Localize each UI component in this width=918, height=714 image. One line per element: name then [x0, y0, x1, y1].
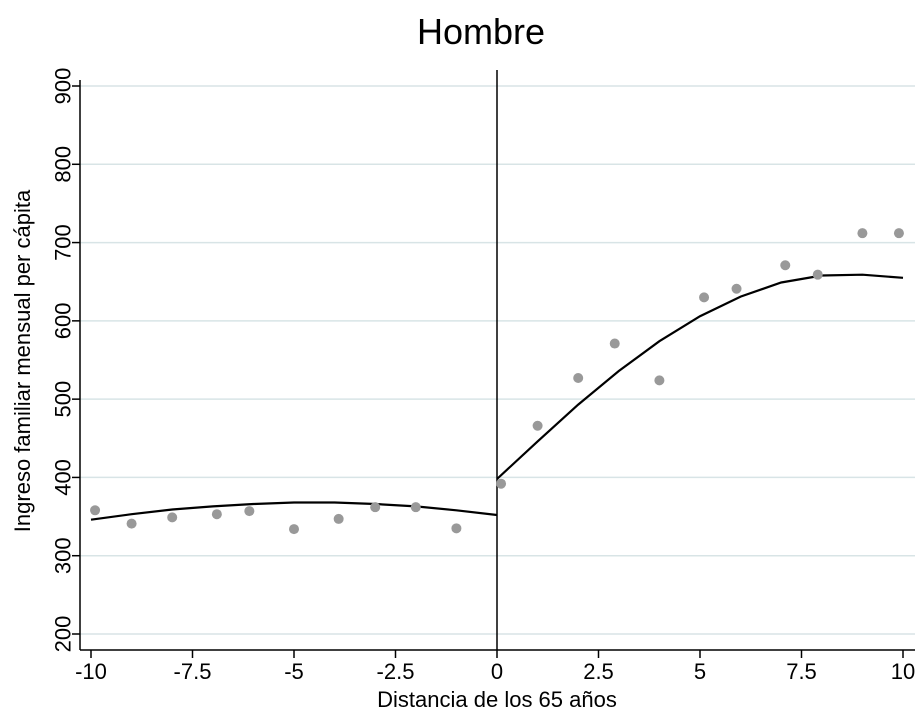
data-point	[451, 523, 462, 534]
x-tick-label: 0	[491, 659, 503, 684]
x-tick-label: 2.5	[583, 659, 614, 684]
data-point	[699, 292, 710, 303]
data-point	[496, 478, 507, 489]
data-point	[812, 269, 823, 280]
data-point	[609, 338, 620, 349]
chart-title: Hombre	[417, 11, 545, 52]
data-point	[90, 505, 101, 516]
y-tick-label: 800	[51, 146, 76, 183]
tick-marks: 200 300 400 500 600 700 800 900 -10 -7.5 -5 -2.5 0 2.…	[51, 68, 916, 684]
y-axis-label: Ingreso familiar mensual per cápita	[10, 189, 35, 532]
x-tick-label: 10	[891, 659, 915, 684]
x-tick-label: 5	[694, 659, 706, 684]
fit-curve-left	[90, 501, 498, 521]
data-point	[573, 373, 584, 384]
data-point	[167, 512, 178, 523]
data-point	[333, 513, 344, 524]
y-tick-label: 700	[51, 224, 76, 261]
y-tick-label: 300	[51, 537, 76, 574]
x-tick-label: -10	[75, 659, 107, 684]
data-point	[532, 420, 543, 431]
y-tick-label: 200	[51, 616, 76, 653]
x-tick-label: -7.5	[174, 659, 212, 684]
data-point	[654, 375, 665, 386]
data-point	[731, 283, 742, 294]
data-points	[90, 228, 904, 535]
data-point	[410, 502, 421, 513]
data-point	[780, 260, 791, 271]
y-tick-label: 500	[51, 381, 76, 418]
fit-curves	[90, 273, 904, 521]
fit-curve-right	[496, 273, 904, 480]
x-axis-label: Distancia de los 65 años	[377, 687, 617, 712]
data-point	[244, 506, 255, 517]
x-tick-label: 7.5	[786, 659, 817, 684]
y-tick-label: 900	[51, 68, 76, 105]
y-tick-label: 600	[51, 302, 76, 339]
x-tick-label: -5	[284, 659, 304, 684]
y-tick-label: 400	[51, 459, 76, 496]
x-tick-label: -2.5	[377, 659, 415, 684]
data-point	[893, 228, 904, 239]
data-point	[289, 524, 299, 535]
data-point	[857, 228, 868, 239]
data-point	[370, 502, 381, 513]
data-point	[126, 518, 137, 529]
data-point	[211, 509, 222, 520]
